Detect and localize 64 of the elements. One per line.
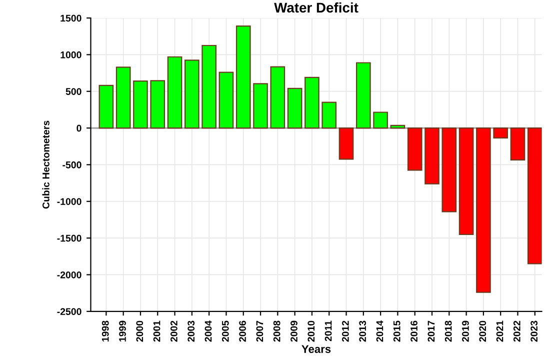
bar [338, 127, 354, 160]
x-axis-title: Years [302, 345, 331, 353]
x-tick-label: 2018 [444, 320, 452, 342]
x-tick-label: 1998 [102, 320, 109, 342]
y-tick-label: 500 [66, 88, 82, 95]
x-tick-label: 2001 [153, 320, 160, 342]
x-tick-label: 2013 [359, 320, 366, 342]
bar [150, 80, 166, 129]
bar [390, 124, 406, 129]
x-tick-label: 2012 [342, 320, 349, 342]
y-tick-label: -500 [62, 161, 82, 168]
bar [253, 83, 268, 129]
x-tick-label: 2005 [222, 320, 229, 342]
y-tick-label: -1000 [57, 198, 82, 205]
x-tick-label: 2017 [428, 320, 435, 342]
x-tick-label: 2016 [410, 320, 418, 342]
x-tick-label: 2020 [479, 320, 486, 342]
x-tick-label: 2023 [530, 320, 538, 342]
bar [458, 127, 474, 235]
x-tick-label: 2021 [496, 320, 504, 342]
x-tick-label: 2009 [290, 320, 298, 342]
bar [407, 127, 422, 171]
bar [373, 112, 388, 129]
bar [98, 84, 114, 129]
bar [218, 72, 234, 129]
y-tick-label: 1500 [60, 14, 82, 22]
x-tick-label: 2010 [308, 320, 315, 342]
bar [424, 127, 440, 184]
y-tick-label: -2000 [57, 271, 82, 278]
bar [184, 60, 200, 129]
bar [476, 127, 491, 293]
x-tick-label: 2000 [136, 320, 144, 342]
x-tick-label: 2006 [239, 320, 246, 342]
x-tick-label: 2011 [324, 320, 332, 342]
x-tick-label: 2007 [256, 320, 264, 342]
x-tick-label: 2019 [462, 320, 469, 342]
y-tick-label: -2500 [57, 308, 82, 316]
bar [304, 76, 320, 129]
bar [167, 56, 182, 129]
bar [442, 127, 457, 212]
bar [510, 127, 526, 160]
bar [527, 127, 542, 264]
bar [270, 66, 286, 129]
bar [287, 88, 302, 129]
x-tick-label: 2022 [513, 320, 520, 342]
y-tick-label: -1500 [57, 234, 82, 242]
x-tick-label: 2002 [170, 320, 178, 342]
x-tick-label: 2003 [188, 320, 195, 342]
bar [322, 102, 337, 129]
x-tick-label: 2008 [273, 320, 280, 342]
x-tick-label: 2015 [393, 320, 400, 342]
x-tick-label: 2014 [376, 320, 384, 342]
y-tick-label: 0 [76, 124, 82, 132]
bar [356, 62, 371, 129]
bar [116, 66, 131, 129]
x-tick-label: 1999 [119, 320, 126, 342]
y-axis-title: Cubic Hectometers [42, 120, 50, 209]
bar [202, 44, 216, 129]
bar [236, 26, 251, 129]
bar [133, 80, 148, 129]
chart-title: Water Deficit [274, 2, 358, 13]
y-tick-label: 1000 [60, 51, 82, 58]
x-tick-label: 2004 [204, 320, 212, 342]
bar [493, 127, 508, 138]
